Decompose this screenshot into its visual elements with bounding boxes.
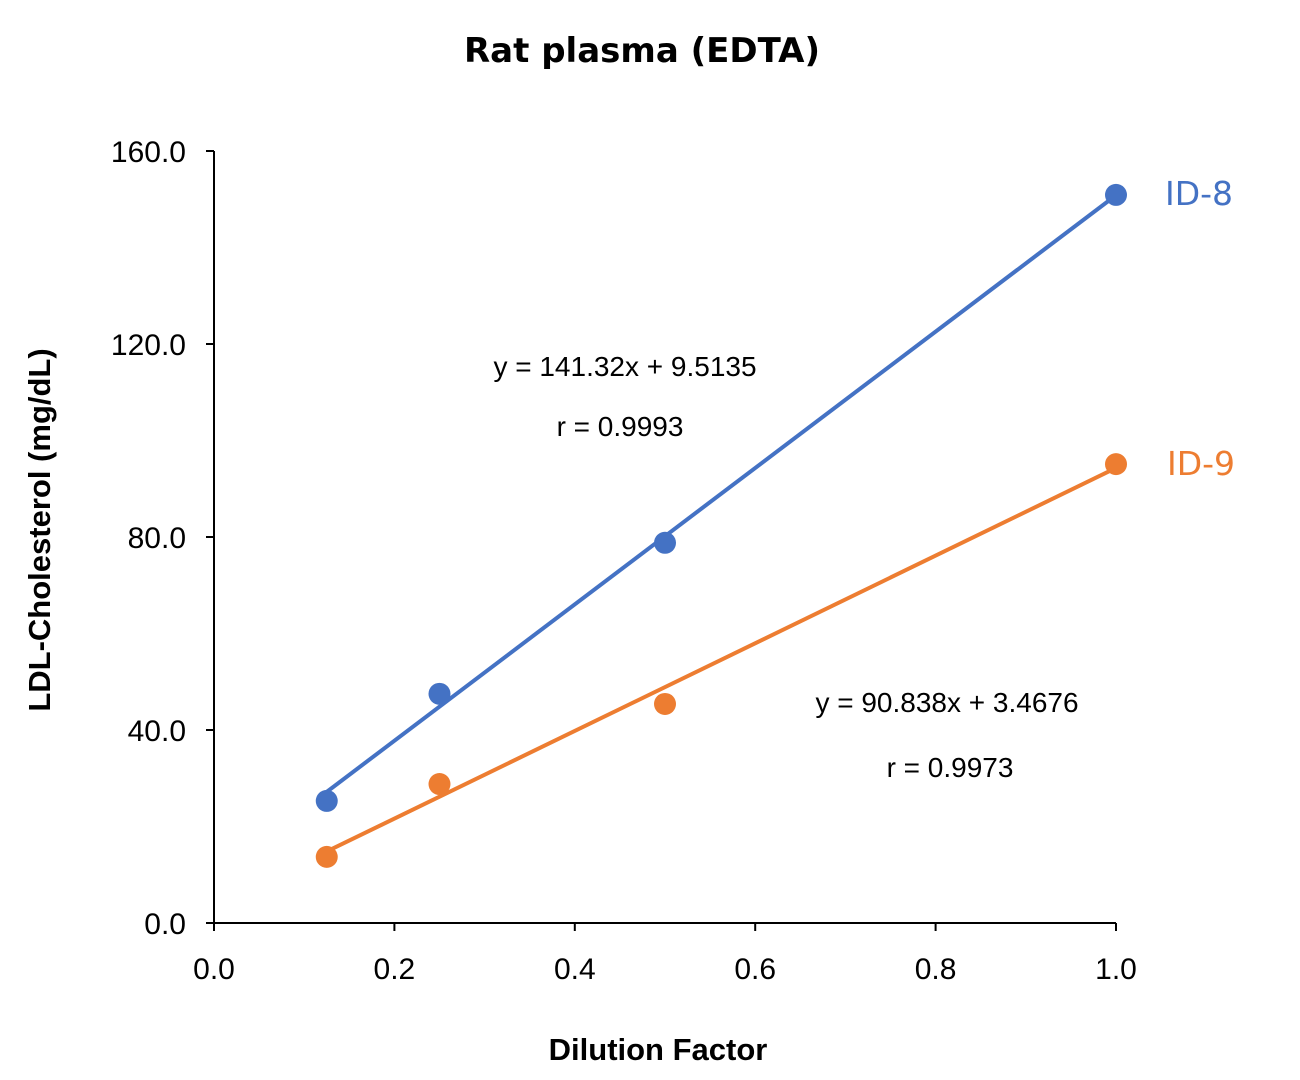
data-point-id-8: [1105, 183, 1127, 206]
data-point-id-9: [315, 845, 338, 868]
y-tick-label: 80.0: [128, 522, 186, 555]
y-tick-label: 120.0: [111, 329, 186, 362]
x-tick-label: 0.8: [915, 953, 957, 986]
r-value-id-8: r = 0.9993: [557, 411, 684, 442]
x-tick-label: 0.2: [374, 953, 416, 986]
y-tick-label: 40.0: [128, 715, 186, 748]
y-tick-label: 160.0: [111, 136, 186, 169]
data-point-id-8: [654, 531, 676, 554]
equation-id-9: y = 90.838x + 3.4676: [815, 687, 1078, 718]
x-tick-label: 1.0: [1095, 953, 1137, 986]
data-point-id-9: [1105, 453, 1127, 476]
data-point-id-9: [428, 773, 451, 796]
trendline-id-8: [325, 193, 1118, 794]
y-axis-label: LDL-Cholesterol (mg/dL): [22, 348, 57, 711]
data-point-id-8: [428, 682, 451, 705]
x-axis-label: Dilution Factor: [549, 1032, 768, 1067]
series-label-id-9: ID-9: [1167, 444, 1235, 483]
x-tick-label: 0.4: [554, 953, 596, 986]
x-tick-label: 0.6: [734, 953, 776, 986]
equation-id-8: y = 141.32x + 9.5135: [493, 351, 756, 382]
series-label-id-8: ID-8: [1165, 174, 1233, 213]
trendline-id-9: [325, 466, 1117, 854]
y-tick-label: 0.0: [144, 908, 186, 941]
chart-title: Rat plasma (EDTA): [464, 31, 820, 71]
x-tick-label: 0.0: [193, 953, 235, 986]
data-point-id-8: [315, 789, 338, 812]
r-value-id-9: r = 0.9973: [887, 752, 1014, 783]
data-point-id-9: [654, 692, 676, 715]
